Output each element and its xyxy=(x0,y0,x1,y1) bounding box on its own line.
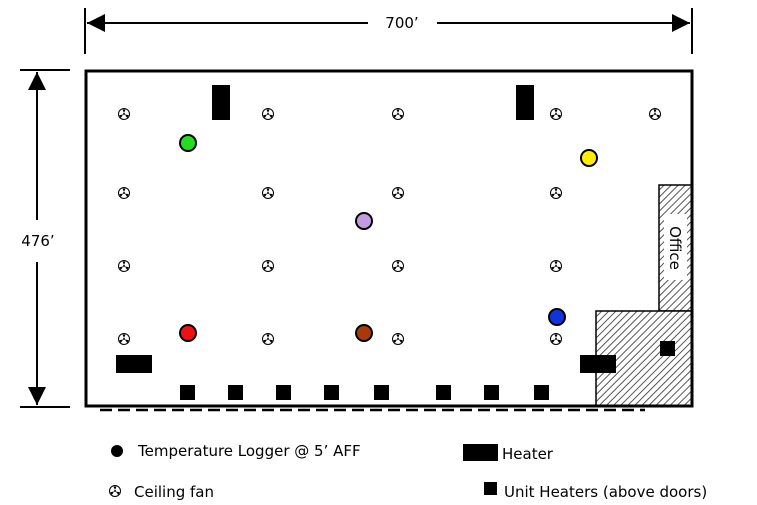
ceiling-fan-icon xyxy=(118,260,130,272)
logger-yellow xyxy=(580,149,598,167)
ceiling-fan-icon xyxy=(262,333,274,345)
logger-green xyxy=(179,134,197,152)
unit-heater xyxy=(228,385,243,400)
ceiling-fan-icon xyxy=(550,260,562,272)
heater xyxy=(212,85,230,120)
ceiling-fan-icon xyxy=(550,333,562,345)
unit-heater xyxy=(436,385,451,400)
ceiling-fan-icon xyxy=(262,108,274,120)
unit-heater xyxy=(374,385,389,400)
logger-brown xyxy=(355,324,373,342)
legend-heater-icon xyxy=(463,444,498,461)
ceiling-fan-icon xyxy=(550,108,562,120)
unit-heater xyxy=(324,385,339,400)
height-dimension: 476’ xyxy=(20,69,70,408)
heaters xyxy=(116,85,616,373)
logger-purple xyxy=(355,212,373,230)
ceiling-fan-icon xyxy=(262,260,274,272)
legend-logger-icon xyxy=(111,445,123,457)
heater xyxy=(580,355,616,373)
width-label: 700’ xyxy=(385,14,418,32)
office-label-bg xyxy=(664,214,687,280)
ceiling-fan-icon xyxy=(392,260,404,272)
ceiling-fan-icon xyxy=(118,108,130,120)
logger-red xyxy=(179,324,197,342)
unit-heaters xyxy=(180,341,675,400)
ceiling-fan-icon xyxy=(392,108,404,120)
unit-heater xyxy=(534,385,549,400)
legend-fan-label: Ceiling fan xyxy=(134,483,214,501)
heater xyxy=(516,85,534,120)
unit-heater xyxy=(484,385,499,400)
ceiling-fan-icon xyxy=(118,187,130,199)
heater xyxy=(116,355,152,373)
ceiling-fan-icon xyxy=(550,187,562,199)
office-label: Office xyxy=(666,226,684,270)
legend-heater-label: Heater xyxy=(502,445,554,463)
legend-fan-icon xyxy=(109,485,121,497)
legend-unit-heater-icon xyxy=(484,482,497,495)
logger-blue xyxy=(548,308,566,326)
ceiling-fan-icon xyxy=(649,108,661,120)
ceiling-fan-icon xyxy=(392,187,404,199)
ceiling-fan-icon xyxy=(392,333,404,345)
legend: Temperature Logger @ 5’ AFF Ceiling fan … xyxy=(109,442,707,501)
building-outline xyxy=(84,69,694,408)
unit-heater xyxy=(660,341,675,356)
temperature-loggers xyxy=(179,134,598,342)
legend-logger-label: Temperature Logger @ 5’ AFF xyxy=(137,442,361,460)
ceiling-fan-icon xyxy=(118,333,130,345)
ceiling-fans xyxy=(118,108,661,345)
legend-unit-heater-label: Unit Heaters (above doors) xyxy=(504,483,707,501)
unit-heater xyxy=(180,385,195,400)
ceiling-fan-icon xyxy=(262,187,274,199)
unit-heater xyxy=(276,385,291,400)
width-dimension: 700’ xyxy=(84,8,693,54)
height-label: 476’ xyxy=(21,232,54,250)
